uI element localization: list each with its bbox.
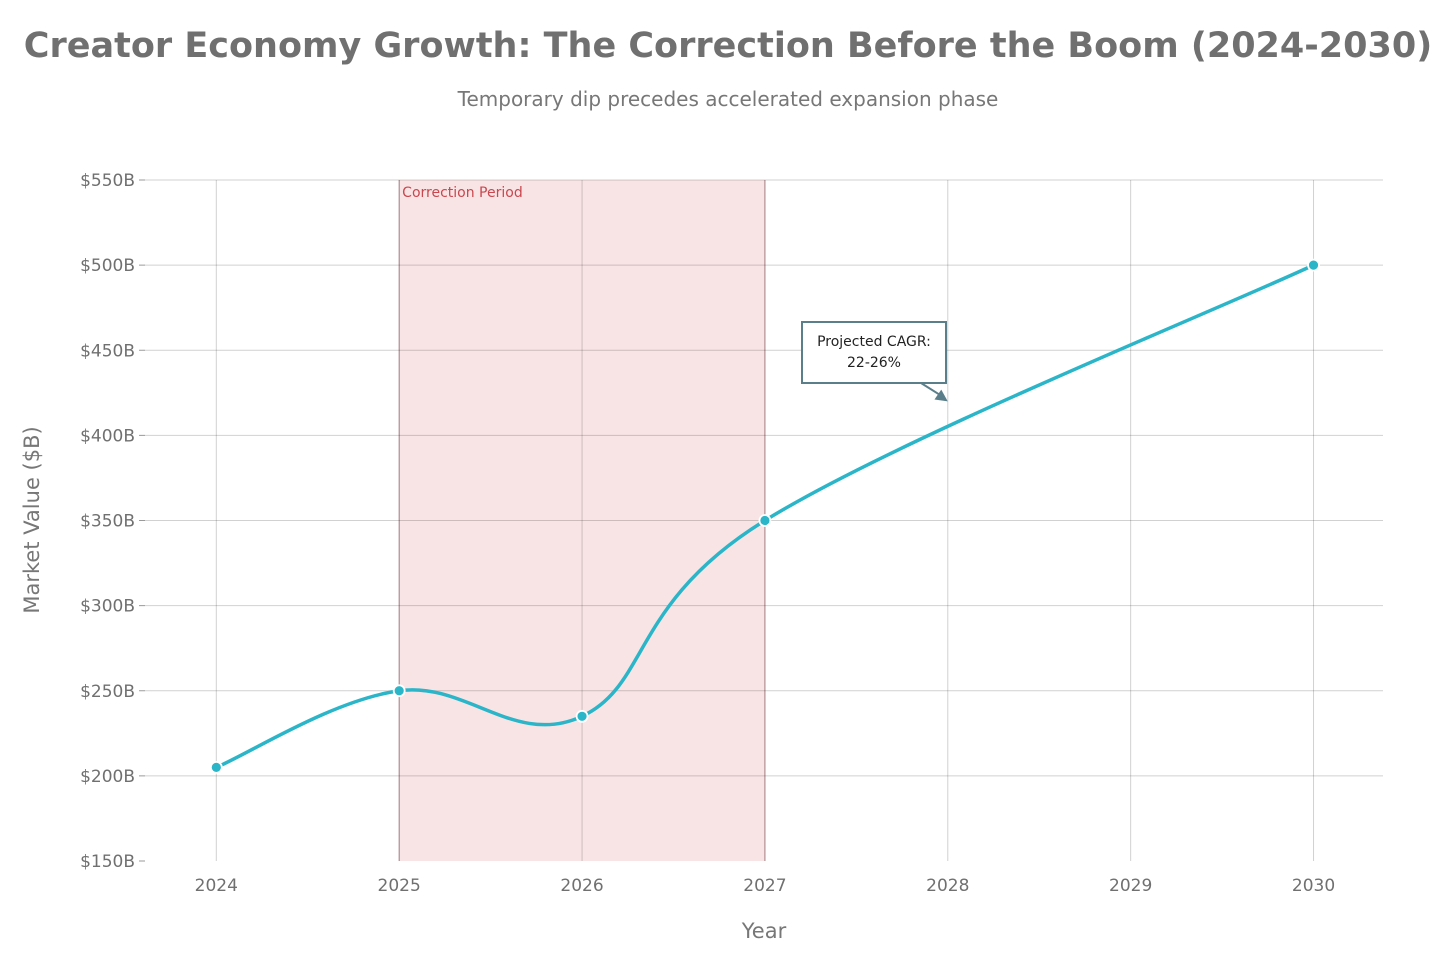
x-tick-label: 2024 xyxy=(195,876,238,896)
cagr-annotation-arrowhead xyxy=(934,389,948,402)
y-tick-label: $250B xyxy=(80,682,135,702)
x-tick-label: 2028 xyxy=(926,876,969,896)
x-tick-label: 2027 xyxy=(743,876,786,896)
cagr-annotation-text: Projected CAGR: xyxy=(817,334,931,350)
data-point-2026 xyxy=(575,709,589,723)
y-tick-label: $450B xyxy=(80,341,135,361)
data-point-2024 xyxy=(209,760,223,774)
data-point-2030 xyxy=(1307,258,1320,272)
series-line xyxy=(214,263,1316,770)
y-tick-label: $500B xyxy=(80,256,135,276)
y-tick-label: $550B xyxy=(80,171,135,191)
x-tick-label: 2029 xyxy=(1109,876,1152,896)
y-tick-label: $150B xyxy=(80,852,135,872)
data-point-2027 xyxy=(758,514,772,527)
correction-band xyxy=(399,180,765,861)
x-tick-label: 2030 xyxy=(1292,876,1335,896)
chart-subtitle: Temporary dip precedes accelerated expan… xyxy=(457,87,999,111)
cagr-annotation-text: 22-26% xyxy=(847,355,901,371)
y-tick-label: $300B xyxy=(80,597,135,617)
y-tick-label: $350B xyxy=(80,512,135,532)
x-axis-title: Year xyxy=(741,919,787,943)
correction-period-label: Correction Period xyxy=(402,185,523,201)
x-tick-label: 2025 xyxy=(378,876,421,896)
x-tick-label: 2026 xyxy=(560,876,603,896)
cagr-annotation-box xyxy=(801,321,947,384)
chart-title: Creator Economy Growth: The Correction B… xyxy=(23,26,1433,66)
y-tick-label: $200B xyxy=(80,767,135,787)
y-axis-title: Market Value ($B) xyxy=(20,426,44,613)
y-tick-label: $400B xyxy=(80,426,135,446)
data-point-2025 xyxy=(392,684,406,698)
